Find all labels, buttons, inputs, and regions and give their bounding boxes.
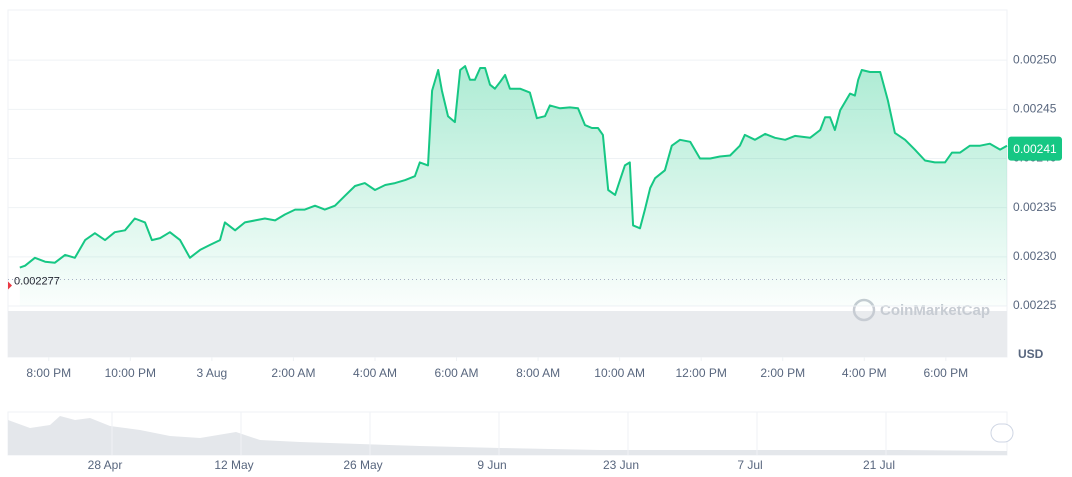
navigator-label: 21 Jul <box>863 458 895 472</box>
volume-bars <box>8 311 1007 357</box>
navigator-label: 12 May <box>214 458 253 472</box>
navigator-handle[interactable] <box>990 423 1014 443</box>
y-tick-label: 0.00230 <box>1013 249 1057 263</box>
x-tick-label: 4:00 PM <box>842 366 887 380</box>
last-price-badge <box>1008 136 1062 161</box>
navigator-label: 28 Apr <box>88 458 123 472</box>
x-tick-label: 12:00 PM <box>675 366 726 380</box>
navigator-area <box>8 416 1007 455</box>
open-price-marker <box>8 281 12 290</box>
navigator-label: 9 Jun <box>477 458 506 472</box>
navigator-label: 23 Jun <box>603 458 639 472</box>
x-tick-label: 6:00 AM <box>435 366 479 380</box>
navigator-label: 7 Jul <box>737 458 762 472</box>
y-tick-label: 0.00225 <box>1013 298 1057 312</box>
x-tick-label: 8:00 PM <box>26 366 71 380</box>
price-area <box>19 66 1008 306</box>
x-tick-label: 6:00 PM <box>923 366 968 380</box>
x-tick-label: 4:00 AM <box>353 366 397 380</box>
x-tick-label: 2:00 PM <box>760 366 805 380</box>
volume-band <box>8 311 1007 357</box>
currency-label: USD <box>1018 347 1044 361</box>
open-price-label: 0.002277 <box>14 275 60 287</box>
y-tick-label: 0.00245 <box>1013 101 1057 115</box>
x-tick-label: 2:00 AM <box>271 366 315 380</box>
x-tick-label: 10:00 AM <box>594 366 645 380</box>
y-tick-label: 0.00235 <box>1013 200 1057 214</box>
y-tick-label: 0.00250 <box>1013 52 1057 66</box>
price-line <box>19 65 1008 269</box>
last-price-label: 0.00241 <box>1013 142 1057 156</box>
x-tick-label: 3 Aug <box>197 366 228 380</box>
navigator <box>7 411 1014 456</box>
navigator-label: 26 May <box>343 458 382 472</box>
x-tick-label: 10:00 PM <box>105 366 156 380</box>
x-tick-label: 8:00 AM <box>516 366 560 380</box>
